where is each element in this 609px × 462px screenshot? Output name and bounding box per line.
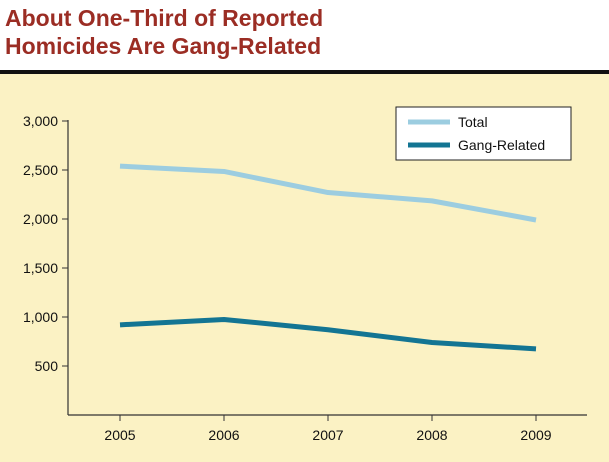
y-tick-label: 1,500 [23, 260, 58, 276]
x-tick-label: 2006 [208, 427, 239, 443]
y-tick-label: 500 [35, 358, 59, 374]
chart-title: About One-Third of Reported Homicides Ar… [5, 4, 605, 60]
y-tick-label: 2,000 [23, 211, 58, 227]
y-tick-label: 1,000 [23, 309, 58, 325]
x-tick-label: 2005 [104, 427, 135, 443]
x-tick-label: 2008 [416, 427, 447, 443]
x-tick-label: 2007 [312, 427, 343, 443]
chart-title-line-2: Homicides Are Gang-Related [5, 33, 322, 59]
legend-label-total: Total [458, 114, 488, 130]
title-divider [0, 70, 609, 74]
legend-box [395, 106, 572, 161]
legend-label-gang-related: Gang-Related [458, 137, 545, 153]
series-total-line [119, 163, 537, 223]
x-tick-label: 2009 [520, 427, 551, 443]
series-gang-related-line [119, 316, 537, 352]
chart-title-line-1: About One-Third of Reported [5, 5, 324, 31]
y-tick-label: 2,500 [23, 162, 58, 178]
y-tick-label: 3,000 [23, 113, 58, 129]
